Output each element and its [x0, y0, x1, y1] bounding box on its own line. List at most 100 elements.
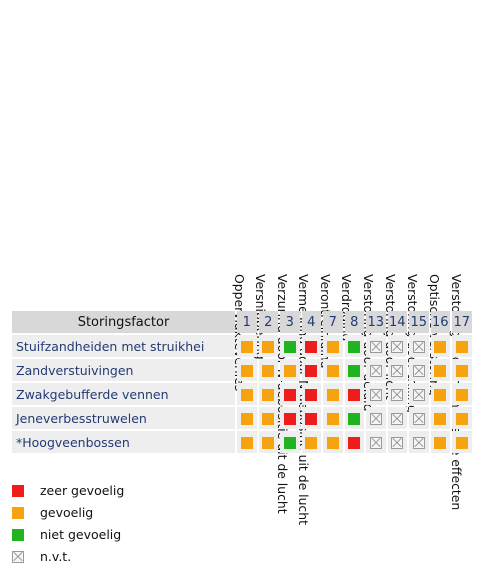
sensitivity-square-niet	[348, 365, 361, 377]
column-number-13: 13	[366, 311, 386, 333]
sensitivity-cell	[366, 383, 386, 405]
habitat-link[interactable]: Zwakgebufferde vennen	[12, 383, 235, 405]
sensitivity-cell	[387, 407, 407, 429]
column-number-8: 8	[344, 311, 364, 333]
not-applicable-box-icon	[391, 389, 404, 401]
sensitivity-cell	[237, 407, 257, 429]
sensitivity-square-gev	[455, 365, 468, 377]
habitat-link[interactable]: Zandverstuivingen	[12, 359, 235, 381]
sensitivity-square-gev	[434, 341, 447, 353]
sensitivity-cell	[344, 359, 364, 381]
not-applicable-box-icon	[391, 413, 404, 425]
sensitivity-cell	[280, 407, 300, 429]
column-header-1: Oppervlakteverlies	[232, 0, 264, 391]
not-applicable-box-icon	[391, 437, 404, 449]
sensitivity-cell	[344, 407, 364, 429]
table-row: Jeneverbesstruwelen	[12, 407, 472, 429]
not-applicable-box-icon	[412, 389, 425, 401]
not-applicable-box-icon	[391, 365, 404, 377]
sensitivity-square-gev	[262, 389, 275, 401]
column-header-7: Verontreiniging	[318, 0, 350, 368]
storingsfactor-header: Storingsfactor	[12, 311, 235, 333]
sensitivity-square-zeer	[348, 389, 361, 401]
column-header-2: Versnippering	[253, 0, 285, 360]
sensitivity-square-gev	[240, 437, 253, 449]
sensitivity-square-gev	[240, 365, 253, 377]
sensitivity-square-niet	[283, 341, 296, 353]
sensitivity-square-gev	[326, 437, 339, 449]
sensitivity-cell	[387, 431, 407, 453]
column-number-1: 1	[237, 311, 257, 333]
column-number-3: 3	[280, 311, 300, 333]
not-applicable-box-icon	[369, 389, 382, 401]
legend-swatch	[12, 507, 24, 519]
column-number-7: 7	[323, 311, 343, 333]
sensitivity-square-zeer	[283, 413, 296, 425]
legend-label: gevoelig	[40, 505, 94, 520]
sensitivity-cell	[387, 335, 407, 357]
column-number-14: 14	[387, 311, 407, 333]
sensitivity-square-zeer	[283, 389, 296, 401]
sensitivity-square-gev	[326, 413, 339, 425]
sensitivity-square-gev	[455, 389, 468, 401]
sensitivity-cell	[387, 383, 407, 405]
sensitivity-square-gev	[262, 365, 275, 377]
sensitivity-cell	[366, 407, 386, 429]
sensitivity-cell	[280, 431, 300, 453]
sensitivity-table: Storingsfactor 1 2 3 4 7 8 13 14 15 16 17 Stuifzan…	[10, 309, 474, 455]
sensitivity-square-gev	[240, 413, 253, 425]
header-row: Storingsfactor 1 2 3 4 7 8 13 14 15 16 17	[12, 311, 472, 333]
sensitivity-square-gev	[262, 341, 275, 353]
sensitivity-square-zeer	[305, 389, 318, 401]
sensitivity-square-gev	[455, 341, 468, 353]
column-number-15: 15	[409, 311, 429, 333]
sensitivity-cell	[280, 359, 300, 381]
sensitivity-cell	[344, 431, 364, 453]
sensitivity-square-gev	[305, 437, 318, 449]
not-applicable-box-icon	[412, 365, 425, 377]
sensitivity-cell	[323, 383, 343, 405]
sensitivity-cell	[301, 335, 321, 357]
sensitivity-cell	[452, 383, 472, 405]
sensitivity-cell	[237, 431, 257, 453]
sensitivity-square-gev	[326, 389, 339, 401]
habitat-link[interactable]: Stuifzandheiden met struikhei	[12, 335, 235, 357]
not-applicable-box-icon	[12, 551, 24, 563]
sensitivity-cell	[409, 407, 429, 429]
sensitivity-cell	[452, 407, 472, 429]
sensitivity-cell	[301, 431, 321, 453]
sensitivity-cell	[258, 383, 278, 405]
sensitivity-square-gev	[434, 365, 447, 377]
sensitivity-cell	[258, 431, 278, 453]
column-number-4: 4	[301, 311, 321, 333]
sensitivity-square-gev	[455, 413, 468, 425]
sensitivity-cell	[409, 335, 429, 357]
sensitivity-cell	[344, 335, 364, 357]
sensitivity-cell	[237, 383, 257, 405]
sensitivity-square-niet	[348, 413, 361, 425]
sensitivity-square-zeer	[348, 437, 361, 449]
sensitivity-cell	[323, 431, 343, 453]
not-applicable-box-icon	[369, 413, 382, 425]
column-header-8: Verdroging	[339, 0, 371, 341]
sensitivity-square-gev	[262, 413, 275, 425]
legend-label: zeer gevoelig	[40, 483, 125, 498]
sensitivity-cell	[430, 383, 450, 405]
sensitivity-square-zeer	[305, 341, 318, 353]
sensitivity-cell	[323, 335, 343, 357]
sensitivity-square-zeer	[305, 413, 318, 425]
sensitivity-cell	[237, 359, 257, 381]
sensitivity-square-gev	[262, 437, 275, 449]
sensitivity-cell	[452, 335, 472, 357]
sensitivity-cell	[409, 383, 429, 405]
sensitivity-cell	[344, 383, 364, 405]
column-number-16: 16	[430, 311, 450, 333]
sensitivity-cell	[430, 431, 450, 453]
habitat-link[interactable]: *Hoogveenbossen	[12, 431, 235, 453]
habitat-link[interactable]: Jeneverbesstruwelen	[12, 407, 235, 429]
sensitivity-cell	[409, 359, 429, 381]
sensitivity-cell	[366, 359, 386, 381]
sensitivity-square-gev	[240, 389, 253, 401]
column-number-17: 17	[452, 311, 472, 333]
sensitivity-cell	[301, 407, 321, 429]
